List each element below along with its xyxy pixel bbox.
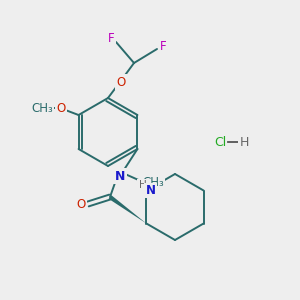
Text: F: F xyxy=(160,40,166,53)
Text: CH₃: CH₃ xyxy=(142,176,164,188)
Text: H: H xyxy=(239,136,249,148)
Text: CH₃: CH₃ xyxy=(31,101,53,115)
Text: O: O xyxy=(116,76,126,88)
Text: H: H xyxy=(139,181,146,190)
Text: O: O xyxy=(56,101,66,115)
Text: N: N xyxy=(146,184,155,197)
Text: N: N xyxy=(115,169,125,182)
Text: Cl: Cl xyxy=(214,136,226,148)
Text: O: O xyxy=(76,197,85,211)
Text: F: F xyxy=(108,32,114,46)
Polygon shape xyxy=(109,195,146,224)
